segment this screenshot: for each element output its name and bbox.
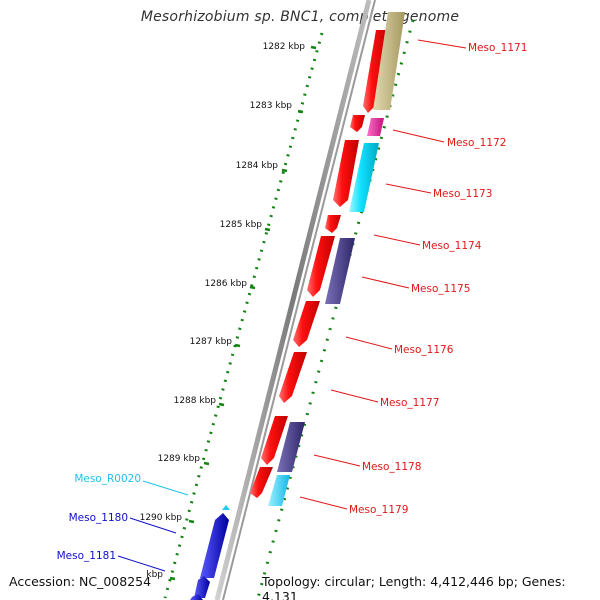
gene-meso-1179-arrow[interactable] bbox=[250, 467, 273, 498]
gene-label-meso-1181[interactable]: Meso_1181 bbox=[57, 550, 116, 562]
gene-label-meso-r0020[interactable]: Meso_R0020 bbox=[74, 473, 141, 485]
gene-label-meso-1174[interactable]: Meso_1174 bbox=[422, 240, 482, 252]
backbone bbox=[214, 0, 372, 600]
sky-block-1179[interactable] bbox=[268, 475, 290, 506]
rna-meso-r0020-marker[interactable] bbox=[222, 505, 230, 510]
gene-labels: Meso_1171 Meso_1172 Meso_1173 Meso_1174 … bbox=[57, 42, 528, 562]
ruler-label: 1285 kbp bbox=[220, 220, 263, 230]
gene-meso-1172-arrow[interactable] bbox=[350, 115, 365, 132]
ruler-label: 1284 kbp bbox=[236, 161, 279, 171]
ruler-labels: 1282 kbp 1283 kbp 1284 kbp 1285 kbp 1286… bbox=[140, 42, 306, 580]
gene-meso-1181-arrow[interactable] bbox=[194, 576, 210, 598]
gene-label-meso-1172[interactable]: Meso_1172 bbox=[447, 137, 506, 149]
gene-label-meso-1180[interactable]: Meso_1180 bbox=[69, 512, 128, 524]
gene-meso-1176-arrow[interactable] bbox=[293, 301, 320, 347]
ruler-label: 1286 kbp bbox=[205, 279, 248, 289]
gene-label-meso-1177[interactable]: Meso_1177 bbox=[380, 397, 439, 409]
ruler-track bbox=[163, 32, 324, 599]
gene-meso-1174-arrow[interactable] bbox=[325, 215, 341, 233]
ruler-label: kbp bbox=[146, 570, 163, 580]
gene-meso-1177-arrow[interactable] bbox=[279, 352, 307, 403]
gene-meso-1175-arrow[interactable] bbox=[307, 236, 335, 297]
gene-meso-1173-arrow[interactable] bbox=[333, 140, 359, 207]
genome-info-text: Topology: circular; Length: 4,412,446 bp… bbox=[262, 574, 566, 600]
ruler-label: 1283 kbp bbox=[250, 101, 293, 111]
gene-label-meso-1179[interactable]: Meso_1179 bbox=[349, 504, 408, 516]
gene-meso-1171-arrow[interactable] bbox=[363, 30, 388, 113]
ruler-label: 1289 kbp bbox=[158, 454, 201, 464]
category-blocks bbox=[268, 12, 405, 506]
ruler-label: 1288 kbp bbox=[174, 396, 217, 406]
gene-meso-1178-arrow[interactable] bbox=[261, 416, 288, 465]
magenta-block-1172[interactable] bbox=[367, 118, 384, 136]
slate-block-1175[interactable] bbox=[325, 238, 355, 304]
khaki-block-1171[interactable] bbox=[373, 12, 405, 110]
gene-label-meso-1178[interactable]: Meso_1178 bbox=[362, 461, 421, 473]
cyan-block-1173[interactable] bbox=[349, 143, 379, 212]
map-title: Mesorhizobium sp. BNC1, complete genome bbox=[140, 9, 460, 25]
gene-label-meso-1171[interactable]: Meso_1171 bbox=[468, 42, 527, 54]
gene-meso-1182-arrow[interactable] bbox=[190, 594, 203, 600]
gene-label-meso-1176[interactable]: Meso_1176 bbox=[394, 344, 454, 356]
callout-lines bbox=[117, 39, 467, 572]
backbone-outer bbox=[222, 0, 376, 600]
gene-label-meso-1173[interactable]: Meso_1173 bbox=[433, 188, 492, 200]
ruler-label: 1282 kbp bbox=[263, 42, 306, 52]
ruler-ticks bbox=[169, 45, 317, 581]
reverse-genes bbox=[190, 505, 230, 600]
inner-ring bbox=[256, 19, 415, 599]
slate-block-1178[interactable] bbox=[277, 422, 305, 472]
forward-genes bbox=[250, 30, 388, 498]
gene-label-meso-1175[interactable]: Meso_1175 bbox=[411, 283, 470, 295]
ruler-label: 1287 kbp bbox=[190, 337, 233, 347]
accession-text: Accession: NC_008254 bbox=[9, 574, 152, 589]
ruler-label: 1290 kbp bbox=[140, 513, 183, 523]
gene-meso-1180-arrow[interactable] bbox=[200, 513, 229, 578]
